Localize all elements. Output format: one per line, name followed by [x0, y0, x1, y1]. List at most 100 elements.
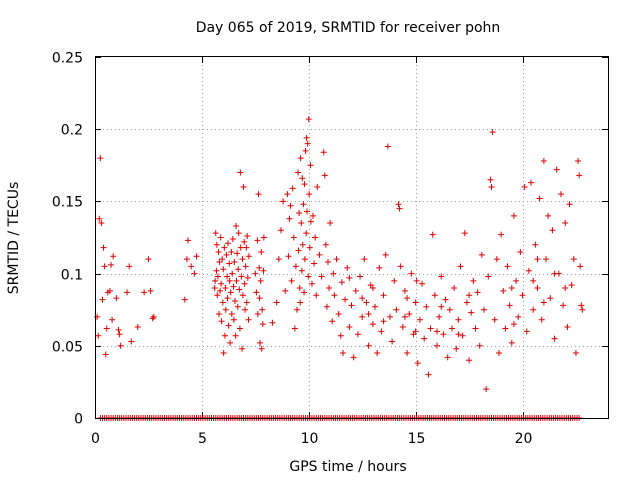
data-point — [515, 313, 522, 320]
data-point — [115, 326, 122, 333]
data-point — [543, 256, 550, 263]
data-point — [365, 311, 372, 318]
data-point — [229, 270, 236, 277]
data-point — [245, 253, 252, 260]
data-point — [128, 338, 135, 345]
data-point — [382, 251, 389, 258]
data-point — [145, 256, 152, 263]
data-point — [252, 270, 259, 277]
data-point — [314, 183, 321, 190]
data-point — [412, 299, 419, 306]
data-point — [241, 238, 248, 245]
data-point — [193, 253, 200, 260]
data-point — [321, 172, 328, 179]
data-point — [108, 261, 115, 268]
data-point — [312, 234, 319, 241]
data-point — [352, 287, 359, 294]
data-point — [510, 321, 517, 328]
data-point — [474, 289, 481, 296]
data-point — [540, 299, 547, 306]
data-point — [100, 244, 107, 251]
data-point — [530, 277, 537, 284]
data-point — [116, 331, 123, 338]
data-point — [275, 256, 282, 263]
data-point — [329, 318, 336, 325]
data-point — [113, 295, 120, 302]
data-point — [301, 256, 308, 263]
data-point — [224, 273, 231, 280]
data-point — [150, 313, 157, 320]
data-point — [404, 350, 411, 357]
data-point — [296, 209, 303, 216]
data-point — [365, 342, 372, 349]
data-point — [98, 220, 105, 227]
data-point — [212, 277, 219, 284]
data-point — [303, 230, 310, 237]
data-point — [310, 212, 317, 219]
x-axis-label: GPS time / hours — [289, 459, 406, 475]
data-point — [570, 256, 577, 263]
data-point — [224, 295, 231, 302]
data-point — [536, 195, 543, 202]
data-point — [297, 299, 304, 306]
x-tick-label: 0 — [91, 431, 100, 447]
data-point — [470, 277, 477, 284]
data-point — [521, 183, 528, 190]
data-point — [97, 155, 104, 162]
data-point — [389, 338, 396, 345]
data-point — [227, 289, 234, 296]
data-point — [354, 331, 361, 338]
chart-title: Day 065 of 2019, SRMTID for receiver poh… — [196, 20, 501, 36]
x-tick-label: 15 — [408, 431, 426, 447]
data-point — [211, 285, 218, 292]
data-point — [549, 227, 556, 234]
data-point — [256, 295, 263, 302]
data-point — [229, 235, 236, 242]
data-point — [303, 134, 310, 141]
data-point — [384, 143, 391, 150]
data-point — [96, 215, 103, 222]
data-point — [301, 181, 308, 188]
data-point — [466, 292, 473, 299]
data-point — [504, 263, 511, 270]
data-point — [260, 234, 267, 241]
data-point — [508, 285, 515, 292]
data-point — [481, 306, 488, 313]
data-point — [361, 256, 368, 263]
data-point — [488, 183, 495, 190]
data-point — [273, 299, 280, 306]
data-point — [256, 264, 263, 271]
data-point — [578, 302, 585, 309]
data-point — [244, 233, 251, 240]
data-point — [330, 270, 337, 277]
data-point — [322, 241, 329, 248]
data-point — [117, 342, 124, 349]
data-point — [517, 248, 524, 255]
data-point — [442, 296, 449, 303]
data-point — [401, 287, 408, 294]
data-point — [434, 342, 440, 349]
data-point — [106, 287, 113, 294]
data-point — [434, 328, 440, 335]
data-point — [440, 331, 447, 338]
data-point — [374, 350, 381, 357]
data-point — [181, 296, 188, 303]
data-point — [237, 169, 244, 176]
data-point — [241, 280, 248, 287]
data-point — [363, 299, 370, 306]
data-point — [103, 325, 110, 332]
data-point — [191, 270, 198, 277]
data-point — [308, 280, 315, 287]
data-point — [296, 285, 303, 292]
data-point — [230, 283, 237, 290]
data-point — [184, 237, 191, 244]
data-point — [316, 251, 323, 258]
data-point — [525, 267, 532, 274]
data-point — [483, 386, 490, 393]
data-point — [498, 231, 505, 238]
data-point — [487, 176, 494, 183]
data-point — [429, 231, 436, 238]
data-point — [335, 311, 342, 318]
y-tick-label: 0.1 — [61, 268, 83, 284]
